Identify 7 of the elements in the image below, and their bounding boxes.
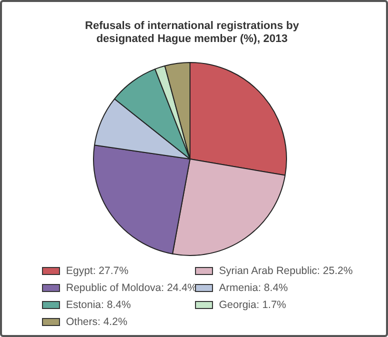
legend-label: Egypt: 27.7%	[66, 264, 128, 276]
legend-label: Others: 4.2%	[66, 316, 128, 328]
legend-label: Estonia: 8.4%	[66, 298, 131, 310]
legend-label: Armenia: 8.4%	[219, 282, 288, 294]
legend-label: Syrian Arab Republic: 25.2%	[219, 264, 353, 276]
chart-title: Refusals of international registrations by designated Hague member (%), 2013	[84, 20, 300, 46]
legend-label: Georgia: 1.7%	[219, 298, 286, 310]
